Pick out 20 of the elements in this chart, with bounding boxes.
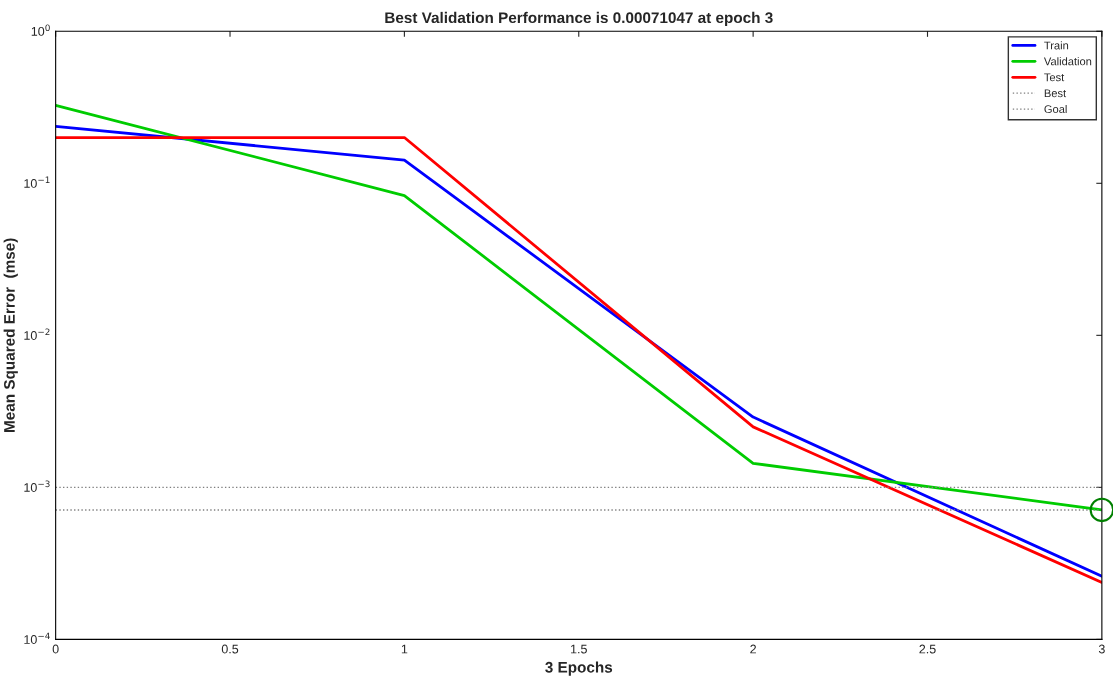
y-axis-title: Mean Squared Error (mse) <box>3 238 18 432</box>
legend-label: Best <box>1044 89 1067 98</box>
y-tick-label: 10$^{−3}$ <box>24 480 50 492</box>
legend-label: Train <box>1044 41 1069 50</box>
legend-label: Test <box>1044 73 1065 82</box>
x-tick-label: 0.5 <box>221 644 239 654</box>
x-tick-label: 3 <box>1098 644 1105 654</box>
x-tick-label: 1 <box>401 644 408 654</box>
legend-label: Goal <box>1044 104 1067 114</box>
legend-label: Validation <box>1043 57 1092 66</box>
x-axis-title: 3 Epochs <box>545 661 613 676</box>
x-tick-label: 2.5 <box>919 644 936 654</box>
x-tick-label: 0 <box>52 644 59 654</box>
chart-title: Best Validation Performance is 0.00071047 at epoch 3 <box>385 11 773 27</box>
y-tick-label: 10$^{−1}$ <box>24 176 50 188</box>
y-tick-label: 10$^{0}$ <box>31 24 50 36</box>
x-tick-label: 2 <box>750 644 756 654</box>
y-tick-label: 10$^{−2}$ <box>24 328 50 340</box>
x-tick-label: 1.5 <box>571 644 587 654</box>
y-tick-label: 10$^{−4}$ <box>24 632 50 644</box>
